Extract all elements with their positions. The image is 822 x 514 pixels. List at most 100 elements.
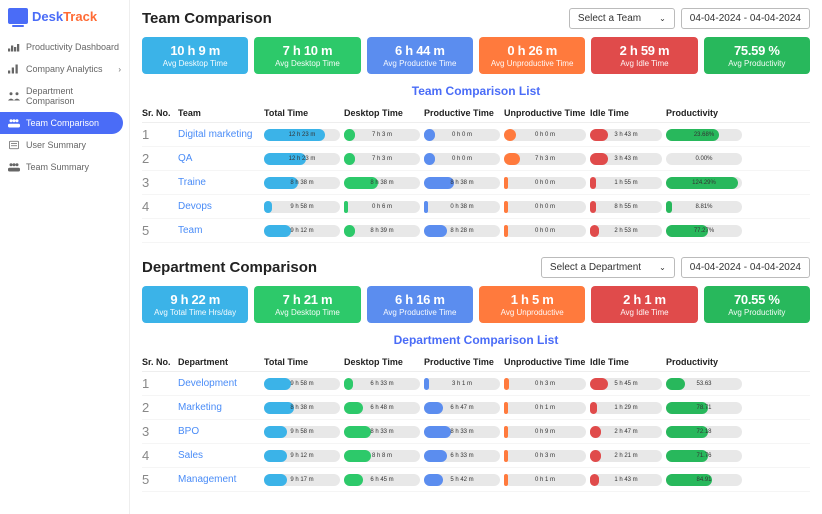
pill-value: 1 h 55 m	[614, 180, 637, 186]
metric-label: Avg Idle Time	[595, 308, 693, 317]
row-name-link[interactable]: BPO	[178, 426, 260, 437]
pill-value: 0 h 0 m	[535, 228, 555, 234]
table-row: 5 Team 9 h 12 m 8 h 39 m 8 h 28 m 0 h 0 …	[142, 219, 810, 243]
pill-value: 7 h 3 m	[372, 132, 392, 138]
metric-label: Avg Productivity	[708, 308, 806, 317]
metric-card: 7 h 21 m Avg Desktop Time	[254, 286, 360, 323]
pill-cell: 6 h 48 m	[344, 402, 420, 414]
pill-value: 9 h 58 m	[290, 204, 313, 210]
col-unproductive: Unproductive Time	[504, 357, 586, 367]
section-header: Team Comparison Select a Team ⌄ 04-04-20…	[142, 8, 810, 29]
table-row: 1 Digital marketing 12 h 23 m 7 h 3 m 0 …	[142, 123, 810, 147]
department-select[interactable]: Select a Department ⌄	[541, 257, 675, 278]
pill-value: 0 h 38 m	[450, 204, 473, 210]
pill-value: 0 h 3 m	[535, 381, 555, 387]
row-sr: 4	[142, 448, 174, 463]
pill-value: 5 h 45 m	[614, 381, 637, 387]
row-name-link[interactable]: Team	[178, 225, 260, 236]
metric-card: 70.55 % Avg Productivity	[704, 286, 810, 323]
pill-value: 7 h 3 m	[535, 156, 555, 162]
pill-cell: 8 h 28 m	[424, 225, 500, 237]
pill-cell: 0 h 38 m	[424, 201, 500, 213]
pill-value: 2 h 53 m	[614, 228, 637, 234]
row-name-link[interactable]: Management	[178, 474, 260, 485]
pill-value: 9 h 58 m	[290, 381, 313, 387]
pill-value: 78.71	[696, 405, 711, 411]
sidebar-item-company-analytics[interactable]: Company Analytics ›	[0, 58, 129, 80]
metric-value: 2 h 59 m	[595, 43, 693, 58]
pill-value: 23.68%	[694, 132, 714, 138]
col-total: Total Time	[264, 357, 340, 367]
select-label: Select a Department	[550, 262, 641, 273]
pill-value: 8 h 38 m	[290, 405, 313, 411]
pill-value: 6 h 48 m	[370, 405, 393, 411]
pill-cell: 71.76	[666, 450, 742, 462]
sidebar-item-user-summary[interactable]: User Summary	[0, 134, 129, 156]
pill-cell: 0 h 9 m	[504, 426, 586, 438]
pill-value: 8 h 38 m	[370, 180, 393, 186]
pill-cell: 0 h 0 m	[504, 225, 586, 237]
metric-label: Avg Unproductive Time	[483, 59, 581, 68]
row-name-link[interactable]: Digital marketing	[178, 129, 260, 140]
row-name-link[interactable]: Development	[178, 378, 260, 389]
sidebar: DeskTrack Productivity Dashboard Company…	[0, 0, 130, 514]
pill-value: 9 h 12 m	[290, 228, 313, 234]
pill-cell: 2 h 53 m	[590, 225, 662, 237]
nav-label: User Summary	[26, 140, 86, 150]
department-date-range[interactable]: 04-04-2024 - 04-04-2024	[681, 257, 810, 278]
pill-value: 2 h 47 m	[614, 429, 637, 435]
table-row: 2 Marketing 8 h 38 m 6 h 48 m 6 h 47 m 0…	[142, 396, 810, 420]
department-table: Sr. No. Department Total Time Desktop Ti…	[142, 353, 810, 492]
sidebar-item-team-comparison[interactable]: Team Comparison	[0, 112, 123, 134]
pill-value: 2 h 21 m	[614, 453, 637, 459]
metrics-row: 9 h 22 m Avg Total Time Hrs/day 7 h 21 m…	[142, 286, 810, 323]
pill-cell: 12 h 23 m	[264, 153, 340, 165]
nav-label: Department Comparison	[26, 86, 121, 106]
section-controls: Select a Department ⌄ 04-04-2024 - 04-04…	[541, 257, 810, 278]
team-date-range[interactable]: 04-04-2024 - 04-04-2024	[681, 8, 810, 29]
department-section: Department Comparison Select a Departmen…	[142, 257, 810, 492]
pill-value: 8 h 33 m	[370, 429, 393, 435]
row-name-link[interactable]: Devops	[178, 201, 260, 212]
metric-label: Avg Desktop Time	[146, 59, 244, 68]
select-label: Select a Team	[578, 13, 641, 24]
pill-value: 6 h 47 m	[450, 405, 473, 411]
metric-label: Avg Productive Time	[371, 59, 469, 68]
pill-cell: 0 h 1 m	[504, 474, 586, 486]
nav-icon	[8, 140, 20, 150]
pill-cell: 6 h 45 m	[344, 474, 420, 486]
pill-cell: 12 h 23 m	[264, 129, 340, 141]
pill-value: 3 h 43 m	[614, 132, 637, 138]
sidebar-item-team-summary[interactable]: Team Summary	[0, 156, 129, 178]
row-name-link[interactable]: QA	[178, 153, 260, 164]
col-idle: Idle Time	[590, 108, 662, 118]
pill-cell: 9 h 12 m	[264, 225, 340, 237]
pill-cell: 9 h 12 m	[264, 450, 340, 462]
pill-value: 8 h 55 m	[614, 204, 637, 210]
pill-value: 1 h 29 m	[614, 405, 637, 411]
pill-value: 0 h 0 m	[452, 156, 472, 162]
row-name-link[interactable]: Traine	[178, 177, 260, 188]
row-name-link[interactable]: Sales	[178, 450, 260, 461]
nav-label: Team Summary	[26, 162, 89, 172]
pill-cell: 7 h 3 m	[504, 153, 586, 165]
pill-value: 6 h 33 m	[450, 453, 473, 459]
metric-value: 9 h 22 m	[146, 292, 244, 307]
pill-cell: 0 h 3 m	[504, 378, 586, 390]
pill-value: 7 h 3 m	[372, 156, 392, 162]
pill-value: 124.29%	[692, 180, 716, 186]
metric-label: Avg Unproductive	[483, 308, 581, 317]
row-sr: 5	[142, 472, 174, 487]
main-content: Team Comparison Select a Team ⌄ 04-04-20…	[130, 0, 822, 514]
sidebar-item-productivity-dashboard[interactable]: Productivity Dashboard	[0, 36, 129, 58]
row-name-link[interactable]: Marketing	[178, 402, 260, 413]
pill-value: 12 h 23 m	[289, 132, 316, 138]
pill-value: 71.76	[696, 453, 711, 459]
logo-text-track: Track	[63, 9, 97, 24]
team-select[interactable]: Select a Team ⌄	[569, 8, 675, 29]
pill-cell: 8 h 39 m	[344, 225, 420, 237]
row-sr: 3	[142, 175, 174, 190]
pill-cell: 9 h 58 m	[264, 426, 340, 438]
pill-cell: 3 h 43 m	[590, 129, 662, 141]
sidebar-item-department-comparison[interactable]: Department Comparison	[0, 80, 129, 112]
